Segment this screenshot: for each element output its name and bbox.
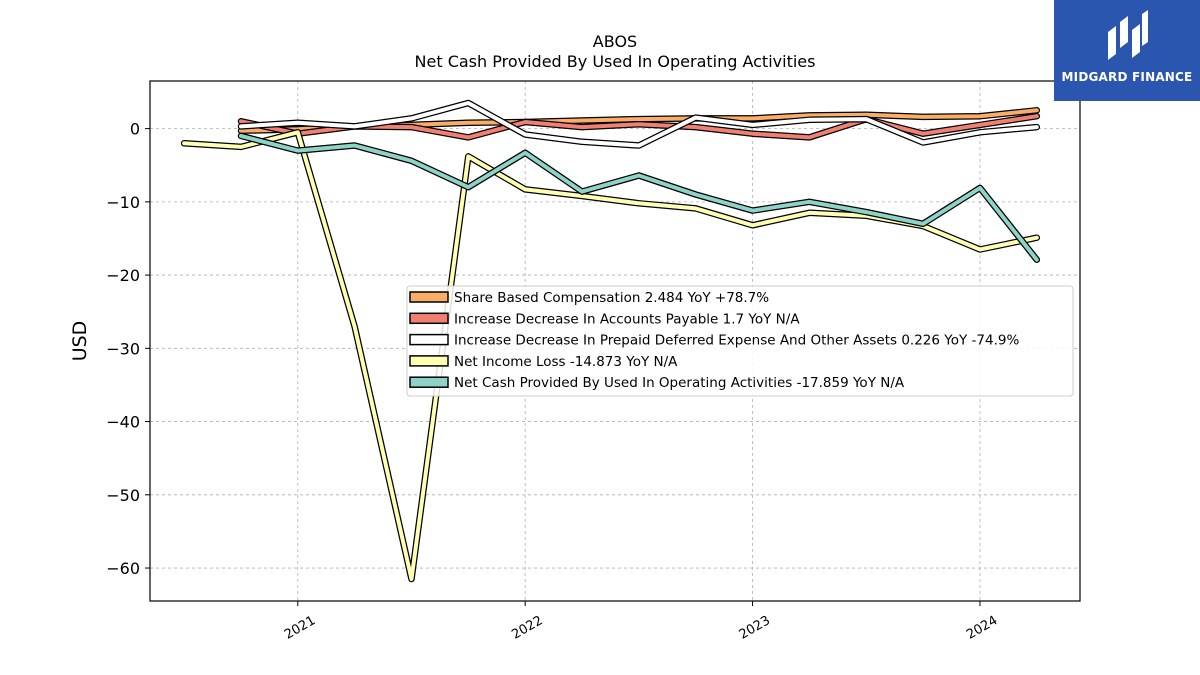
y-tick-label: −20 [106,266,140,285]
legend-swatch [409,312,449,325]
x-tick-label: 2024 [964,613,1000,643]
series-line-increase-decrease-in-prepaid-deferred-expense-and-other-assets [239,101,1039,148]
legend-entry: Net Cash Provided By Used In Operating A… [454,375,905,391]
x-tick-label: 2023 [737,613,773,643]
y-ticks: 0 −10 −20 −30 −40 −50 −60 [106,120,150,578]
legend: Share Based Compensation 2.484 YoY +78.7… [406,285,1074,397]
legend-box [406,285,1074,397]
x-tick-label: 2021 [282,613,318,643]
chart-title: ABOS [593,32,637,51]
brand-name: MIDGARD FINANCE [1061,70,1193,84]
plot-frame [149,80,1081,602]
legend-swatch [409,355,449,367]
series-outline-net-cash-provided-by-used-in-operating-activities [237,132,1041,263]
chart-subtitle: Net Cash Provided By Used In Operating A… [415,52,816,71]
x-tick-label: 2022 [509,613,545,643]
midgard-logo-icon [1108,10,1148,60]
legend-entry: Increase Decrease In Prepaid Deferred Ex… [454,333,1019,349]
legend-swatch [409,291,449,303]
legend-swatch [409,376,449,388]
legend-entry: Share Based Compensation 2.484 YoY +78.7… [454,290,769,306]
y-tick-label: 0 [130,120,140,139]
legend-entry: Increase Decrease In Accounts Payable 1.… [454,311,800,327]
series-line-net-cash-provided-by-used-in-operating-activities [239,133,1039,262]
y-tick-label: −40 [106,413,140,432]
y-tick-label: −10 [106,193,140,212]
series-lines [180,99,1041,583]
y-tick-label: −60 [106,559,140,578]
y-tick-label: −50 [106,486,140,505]
legend-entry: Net Income Loss -14.873 YoY N/A [454,354,678,370]
y-axis-label: USD [69,321,91,362]
y-tick-label: −30 [106,339,140,358]
x-ticks: 2021 2022 2023 2024 [282,601,1000,643]
brand-logo: MIDGARD FINANCE [1054,0,1200,101]
legend-swatch [409,333,449,346]
